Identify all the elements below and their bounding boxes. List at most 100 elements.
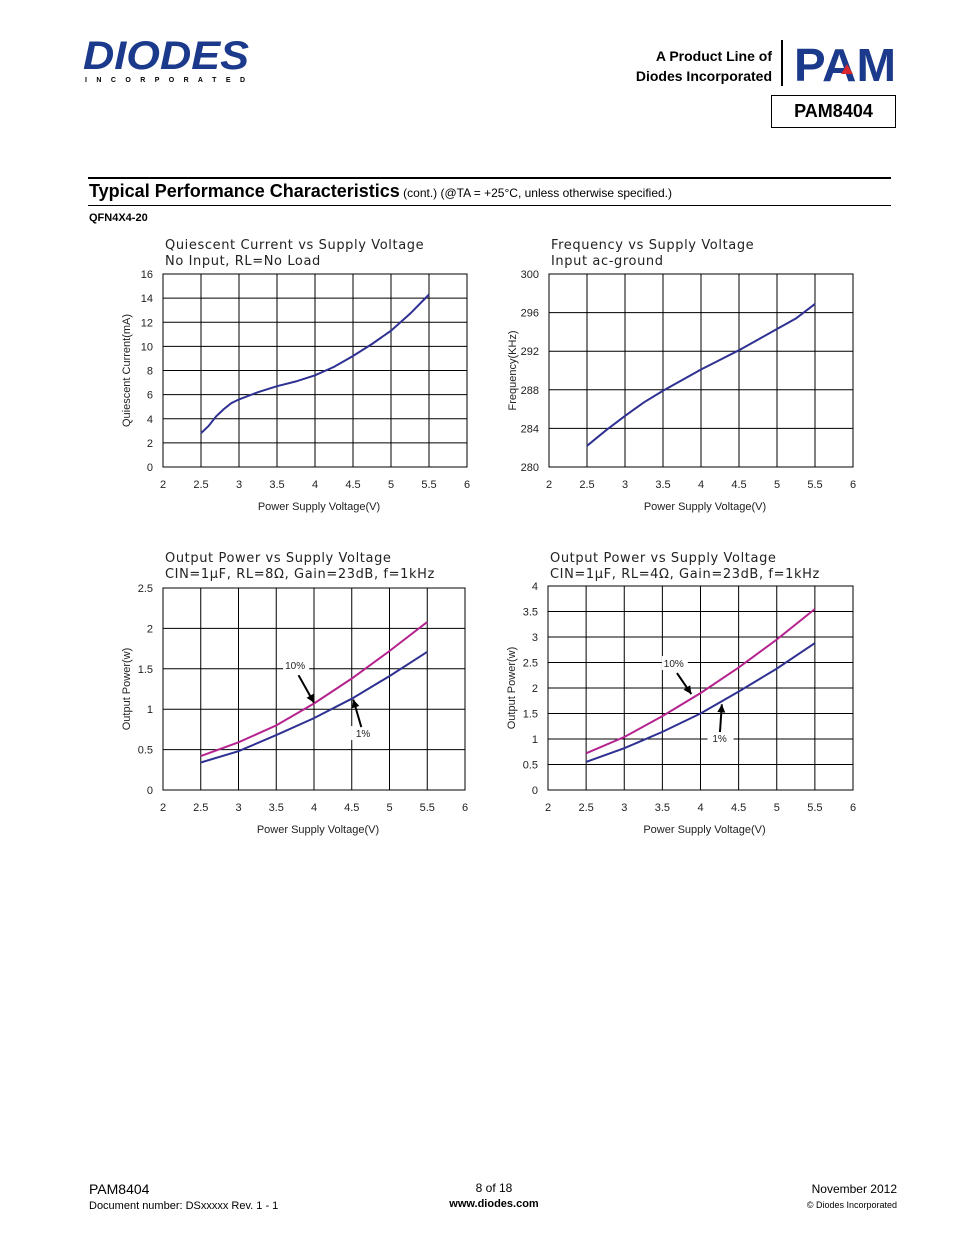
annotation-label: 1% bbox=[356, 729, 371, 740]
annotation-label: 10% bbox=[285, 661, 305, 672]
x-tick-label: 2 bbox=[546, 479, 552, 491]
pam-logo-text: PAM bbox=[794, 44, 896, 84]
y-axis-label: Output Power(w) bbox=[506, 647, 518, 730]
x-axis-label: Power Supply Voltage(V) bbox=[643, 824, 765, 836]
part-number-box: PAM8404 bbox=[771, 95, 896, 128]
x-tick-label: 3 bbox=[236, 479, 242, 491]
x-tick-label: 3 bbox=[622, 479, 628, 491]
section-rule-bottom bbox=[88, 205, 891, 206]
y-tick-label: 1.5 bbox=[523, 709, 538, 721]
y-tick-label: 2 bbox=[532, 683, 538, 695]
y-axis-label: Quiescent Current(mA) bbox=[121, 314, 133, 427]
y-tick-label: 300 bbox=[521, 269, 539, 281]
section-title: Typical Performance Characteristics (con… bbox=[89, 181, 672, 202]
chart-subtitle: Input ac-ground bbox=[551, 254, 664, 269]
footer-copyright: © Diodes Incorporated bbox=[806, 1200, 897, 1210]
footer-part-number: PAM8404 bbox=[89, 1181, 150, 1197]
y-tick-label: 2.5 bbox=[523, 658, 538, 670]
y-tick-label: 0 bbox=[532, 785, 538, 797]
annotation-arrowhead bbox=[306, 693, 314, 703]
pam-logo-triangle bbox=[841, 64, 853, 74]
y-tick-label: 0 bbox=[147, 462, 153, 474]
footer-document-number: Document number: DSxxxxx Rev. 1 - 1 bbox=[89, 1200, 279, 1212]
series-line-0 bbox=[200, 293, 430, 434]
x-tick-label: 6 bbox=[462, 802, 468, 814]
y-axis-label: Output Power(w) bbox=[121, 648, 133, 731]
annotation-bg bbox=[661, 656, 688, 671]
y-tick-label: 284 bbox=[521, 423, 539, 435]
y-tick-label: 288 bbox=[521, 385, 539, 397]
x-tick-label: 5.5 bbox=[807, 802, 822, 814]
x-tick-label: 4.5 bbox=[731, 802, 746, 814]
y-tick-label: 14 bbox=[141, 293, 153, 305]
annotation-label: 10% bbox=[664, 659, 684, 670]
x-tick-label: 6 bbox=[850, 479, 856, 491]
chart-title: Quiescent Current vs Supply Voltage bbox=[165, 238, 424, 253]
x-tick-label: 6 bbox=[850, 802, 856, 814]
x-tick-label: 3 bbox=[235, 802, 241, 814]
annotation-bg bbox=[707, 731, 734, 746]
series-line-0 bbox=[586, 303, 816, 447]
section-rule-top bbox=[88, 177, 891, 179]
plot-frame bbox=[548, 273, 854, 468]
y-axis-label: Frequency(KHz) bbox=[507, 330, 519, 410]
section-title-text: Typical Performance Characteristics bbox=[89, 181, 400, 201]
footer-date: November 2012 bbox=[811, 1182, 897, 1196]
y-tick-label: 0.5 bbox=[523, 760, 538, 772]
plot-frame bbox=[162, 587, 466, 791]
y-tick-label: 0 bbox=[147, 785, 153, 797]
x-tick-label: 4 bbox=[312, 479, 318, 491]
footer-left: PAM8404 Document number: DSxxxxx Rev. 1 … bbox=[89, 1181, 278, 1212]
footer-page-number: 8 of 18 bbox=[475, 1181, 513, 1195]
chart-subtitle: No Input, RL=No Load bbox=[165, 254, 321, 269]
x-tick-label: 2.5 bbox=[193, 802, 208, 814]
chart-title: Frequency vs Supply Voltage bbox=[551, 238, 754, 253]
annotation-bg bbox=[351, 726, 378, 741]
x-tick-label: 3.5 bbox=[269, 802, 284, 814]
x-tick-label: 4.5 bbox=[731, 479, 746, 491]
y-tick-label: 10 bbox=[141, 341, 153, 353]
footer-url[interactable]: www.diodes.com bbox=[449, 1198, 539, 1210]
y-tick-label: 3.5 bbox=[523, 607, 538, 619]
x-tick-label: 3.5 bbox=[655, 479, 670, 491]
y-tick-label: 16 bbox=[141, 269, 153, 281]
x-tick-label: 4 bbox=[697, 802, 703, 814]
product-line-2: Diodes Incorporated bbox=[635, 68, 772, 84]
chart-frequency: Frequency vs Supply Voltage Input ac-grou… bbox=[480, 232, 880, 522]
x-tick-label: 3.5 bbox=[269, 479, 284, 491]
annotation-arrowhead bbox=[683, 685, 692, 695]
x-tick-label: 2 bbox=[160, 802, 166, 814]
x-axis-label: Power Supply Voltage(V) bbox=[257, 824, 379, 836]
chart-subtitle: CIN=1μF, RL=8Ω, Gain=23dB, f=1kHz bbox=[165, 567, 435, 582]
y-tick-label: 2 bbox=[147, 623, 153, 635]
x-tick-label: 5 bbox=[774, 479, 780, 491]
y-tick-label: 1 bbox=[532, 734, 538, 746]
annotation-bg bbox=[283, 658, 310, 673]
x-tick-label: 5 bbox=[388, 479, 394, 491]
x-tick-label: 3 bbox=[621, 802, 627, 814]
x-tick-label: 4 bbox=[698, 479, 704, 491]
chart-subtitle: CIN=1μF, RL=4Ω, Gain=23dB, f=1kHz bbox=[550, 567, 820, 582]
x-tick-label: 2.5 bbox=[579, 479, 594, 491]
x-axis-label: Power Supply Voltage(V) bbox=[258, 501, 380, 513]
chart-title: Output Power vs Supply Voltage bbox=[165, 551, 392, 566]
annotation-arrowhead bbox=[717, 704, 726, 713]
section-note: (cont.) (@TA = +25°C, unless otherwise s… bbox=[399, 186, 673, 200]
x-tick-label: 5.5 bbox=[421, 479, 436, 491]
chart-output-power-8ohm: Output Power vs Supply Voltage CIN=1μF, R… bbox=[90, 545, 490, 840]
y-tick-label: 2.5 bbox=[138, 583, 153, 595]
y-tick-label: 2 bbox=[147, 438, 153, 450]
series-line-0 bbox=[200, 621, 428, 758]
x-tick-label: 4.5 bbox=[345, 479, 360, 491]
y-tick-label: 4 bbox=[532, 581, 538, 593]
plot-frame bbox=[162, 273, 468, 468]
series-line-1 bbox=[585, 642, 816, 763]
pam-logo: PAM bbox=[794, 39, 898, 91]
x-tick-label: 4 bbox=[311, 802, 317, 814]
x-tick-label: 6 bbox=[464, 479, 470, 491]
x-tick-label: 2.5 bbox=[578, 802, 593, 814]
chart-quiescent-current: Quiescent Current vs Supply Voltage No In… bbox=[90, 232, 490, 522]
y-tick-label: 296 bbox=[521, 308, 539, 320]
